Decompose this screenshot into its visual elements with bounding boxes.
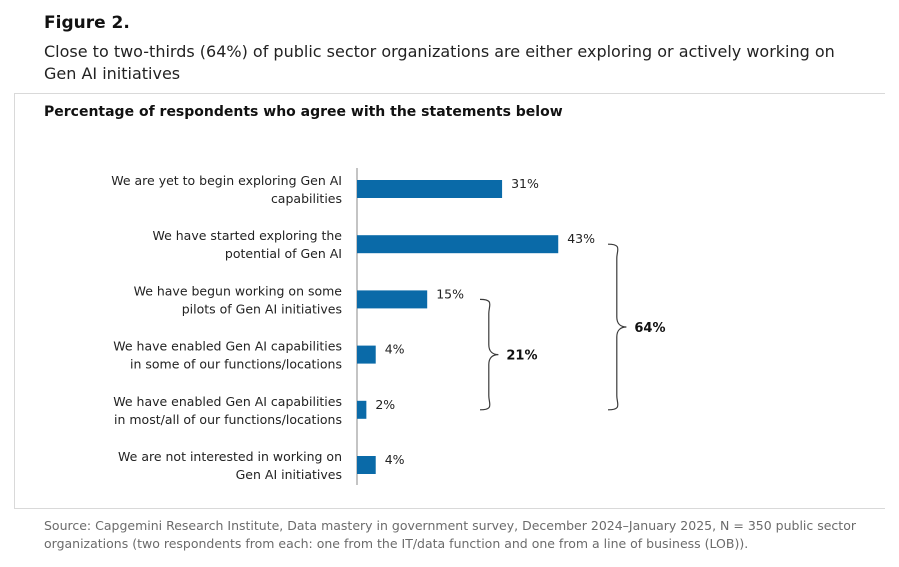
left-divider xyxy=(14,93,15,508)
value-label-0: 31% xyxy=(511,176,539,191)
category-labels: We are yet to begin exploring Gen AI capa… xyxy=(111,173,342,482)
category-label-3-line-0: We have enabled Gen AI capabilities xyxy=(113,339,342,354)
bars xyxy=(357,180,559,474)
bar-chart: We are yet to begin exploring Gen AI capa… xyxy=(111,168,666,485)
value-label-5: 4% xyxy=(385,452,405,467)
bar-0 xyxy=(357,180,503,198)
chart-title: Percentage of respondents who agree with… xyxy=(44,104,563,120)
bar-1 xyxy=(357,235,559,254)
group-bracket-0 xyxy=(479,298,499,411)
category-label-3-line-1: in some of our functions/locations xyxy=(130,357,342,372)
category-label-4-line-1: in most/all of our functions/locations xyxy=(114,412,342,427)
category-label-0-line-1: capabilities xyxy=(271,191,342,206)
bar-3 xyxy=(357,345,376,364)
value-label-4: 2% xyxy=(375,397,395,412)
category-label-5-line-1: Gen AI initiatives xyxy=(236,467,342,482)
group-brackets: 21% 64% xyxy=(479,243,666,411)
group-label-0: 21% xyxy=(506,349,537,364)
value-label-1: 43% xyxy=(567,231,595,246)
value-labels: 31% 43% 15% 4% 2% 4% xyxy=(375,176,595,467)
value-label-3: 4% xyxy=(385,342,405,357)
category-label-1-line-0: We have started exploring the xyxy=(152,228,342,243)
figure-headline: Close to two-thirds (64%) of public sect… xyxy=(44,42,835,83)
bar-4 xyxy=(357,400,367,419)
bar-5 xyxy=(357,456,376,474)
source-note: Source: Capgemini Research Institute, Da… xyxy=(44,518,856,551)
group-bracket-1 xyxy=(607,243,627,411)
bar-2 xyxy=(357,290,428,309)
category-label-2-line-0: We have begun working on some xyxy=(134,283,343,298)
figure-label: Figure 2. xyxy=(44,13,130,33)
category-label-5-line-0: We are not interested in working on xyxy=(118,449,342,464)
value-label-2: 15% xyxy=(436,286,464,301)
group-label-1: 64% xyxy=(634,321,665,336)
category-label-2-line-1: pilots of Gen AI initiatives xyxy=(182,301,342,316)
category-label-4-line-0: We have enabled Gen AI capabilities xyxy=(113,394,342,409)
category-label-1-line-1: potential of Gen AI xyxy=(225,246,342,261)
bottom-divider xyxy=(14,508,885,509)
category-label-0-line-0: We are yet to begin exploring Gen AI xyxy=(111,173,342,188)
top-divider xyxy=(14,93,885,94)
